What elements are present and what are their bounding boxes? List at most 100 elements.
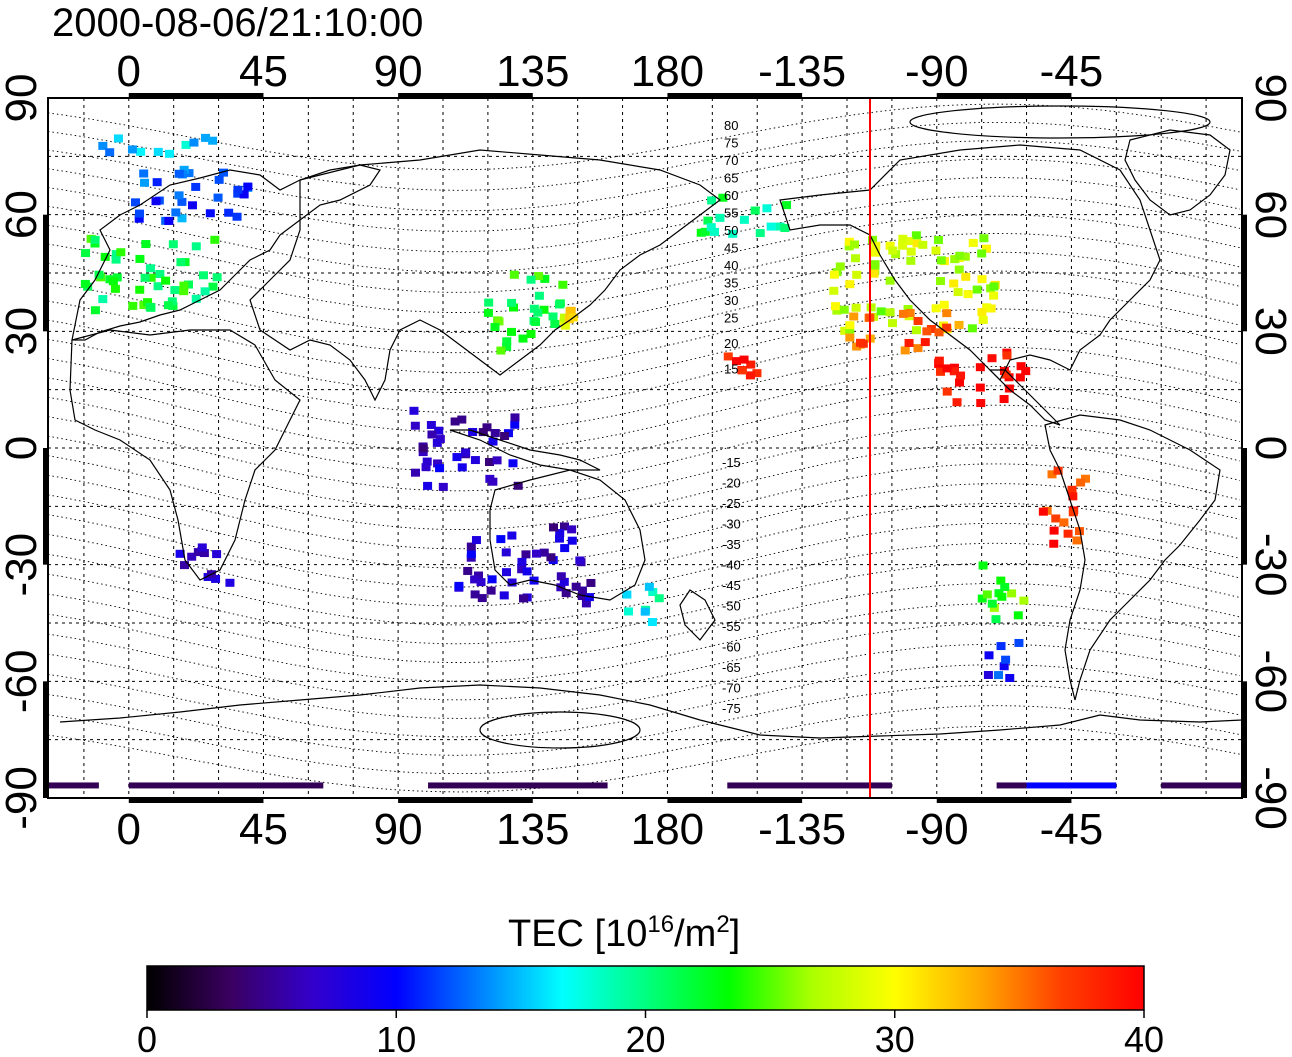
- right-lat-tick-label: 60: [1246, 190, 1292, 239]
- tec-cell: [648, 588, 658, 597]
- tec-region: [98, 133, 218, 158]
- left-lat-tick-label: -60: [0, 650, 46, 714]
- tec-cell: [501, 568, 511, 577]
- contour-line: [48, 308, 1241, 393]
- tec-cell: [1021, 367, 1031, 376]
- tec-cell: [135, 254, 145, 263]
- frame-bar-top: [128, 93, 264, 98]
- tec-cell: [1019, 596, 1029, 605]
- contour-label: 40: [724, 258, 738, 273]
- tec-cell: [739, 215, 749, 224]
- tec-cell: [942, 387, 952, 396]
- colorbar-tick-label: 0: [137, 1019, 157, 1057]
- tec-cell: [94, 270, 104, 279]
- tec-cell: [866, 303, 876, 312]
- tec-cell: [845, 321, 855, 330]
- tec-cell: [452, 453, 462, 462]
- tec-cell: [950, 255, 960, 264]
- tec-cell: [153, 282, 163, 291]
- tec-cell: [161, 276, 171, 285]
- tec-region: [80, 234, 222, 315]
- tec-cell: [482, 423, 492, 432]
- tec-cell: [845, 280, 855, 289]
- coast-asia: [249, 149, 721, 402]
- tec-cell: [90, 235, 100, 244]
- tec-cell: [955, 251, 965, 260]
- tec-cell: [141, 240, 151, 249]
- left-latitude-labels: 90 60 30 0 -30 -60 -90: [0, 74, 46, 830]
- arctic-contour-ring: [909, 105, 1211, 139]
- map-area: 80 75 70 65 60 55 50 45 40 35 30 25 20 15 -15 -20 -25 -30…: [48, 98, 1242, 798]
- contour-line: [48, 233, 1241, 313]
- tec-cell: [933, 236, 943, 245]
- contour-label: -35: [722, 537, 741, 552]
- colorbar-tick-label: 20: [625, 1019, 665, 1057]
- tec-cell: [502, 342, 512, 351]
- tec-cell: [624, 607, 634, 616]
- contour-line: [48, 366, 1241, 453]
- tec-cell: [490, 428, 500, 437]
- tec-cell: [198, 271, 208, 280]
- tec-cell: [174, 169, 184, 178]
- contour-line: [48, 562, 1241, 645]
- tec-region: [48, 782, 1242, 789]
- tec-cell: [193, 548, 203, 557]
- tec-cell: [718, 193, 728, 202]
- tec-cell: [987, 354, 997, 363]
- tec-cell: [128, 782, 324, 789]
- tec-cell: [501, 548, 511, 557]
- contour-label: -20: [722, 476, 741, 491]
- tec-cell: [191, 182, 201, 191]
- tec-cell: [546, 553, 556, 562]
- contour-label: 45: [724, 241, 738, 256]
- tec-cell: [140, 178, 150, 187]
- tec-region: [723, 352, 762, 380]
- tec-cell: [934, 356, 944, 365]
- tec-cell: [723, 352, 733, 361]
- tec-cell: [470, 590, 480, 599]
- tec-cell: [936, 277, 946, 286]
- antarctic-contour-ring: [479, 711, 641, 749]
- tec-cell: [1067, 485, 1077, 494]
- contour-label: -65: [722, 660, 741, 675]
- tec-cell: [934, 328, 944, 337]
- colorbar-tick-label: 10: [376, 1019, 416, 1057]
- tec-cell: [224, 208, 234, 217]
- tec-cell: [997, 592, 1007, 601]
- tec-cell: [1049, 526, 1059, 535]
- tec-cell: [1002, 351, 1012, 360]
- left-lat-tick-label: 0: [0, 436, 46, 460]
- tec-cell: [508, 459, 518, 468]
- tec-cell: [135, 285, 145, 294]
- contour-label: 75: [724, 136, 738, 151]
- tec-cell: [888, 246, 898, 255]
- tec-cell: [174, 191, 184, 200]
- contour-line: [48, 195, 1241, 273]
- frame-bar-bottom: [128, 798, 264, 803]
- contour-label: -70: [722, 681, 741, 696]
- tec-cell: [153, 147, 163, 156]
- tec-cell: [949, 279, 959, 288]
- coast-indonesia: [449, 429, 601, 471]
- tec-cell: [466, 550, 476, 559]
- tec-cell: [466, 542, 476, 551]
- coast-new-zealand: [679, 589, 716, 641]
- contour-label: 60: [724, 188, 738, 203]
- tec-cell: [567, 536, 577, 545]
- contour-line: [48, 603, 1241, 682]
- tec-cell: [410, 421, 420, 430]
- contour-line: [48, 177, 1241, 253]
- tec-cell: [942, 364, 952, 373]
- tec-cell: [168, 301, 178, 310]
- contour-line: [48, 424, 1241, 511]
- tec-cell: [494, 317, 504, 326]
- tec-cell: [80, 279, 90, 288]
- tec-cell: [457, 463, 467, 472]
- left-lat-tick-label: 30: [0, 307, 46, 356]
- tec-cell: [461, 448, 471, 457]
- frame-bar-bottom: [667, 798, 803, 803]
- top-lon-tick-label: -90: [905, 47, 969, 96]
- top-lon-tick-label: 0: [117, 47, 141, 96]
- left-lat-tick-label: -30: [0, 533, 46, 597]
- tec-cell: [555, 529, 565, 538]
